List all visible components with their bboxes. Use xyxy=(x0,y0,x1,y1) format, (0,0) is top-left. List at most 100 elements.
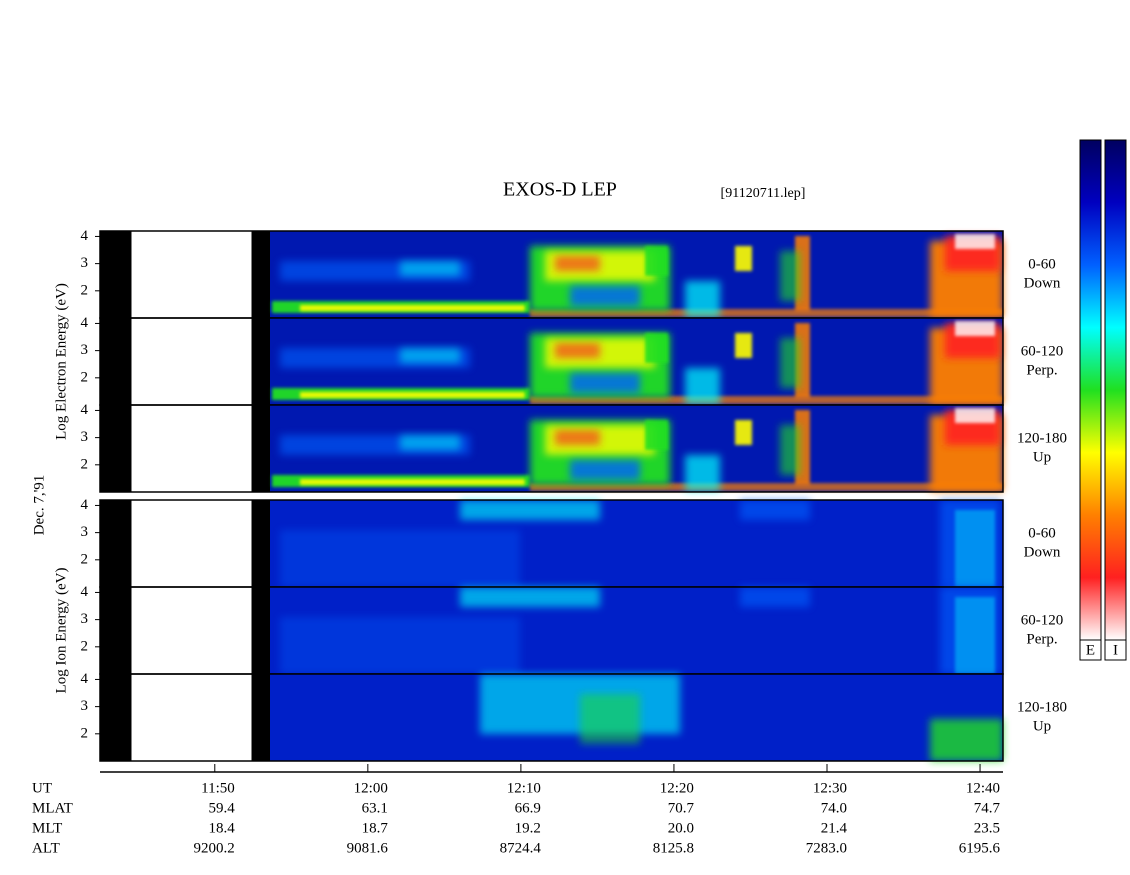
row-label: MLT xyxy=(32,820,62,836)
spectrogram-feature xyxy=(735,420,752,445)
spectrogram-feature xyxy=(300,392,525,398)
orbit-value: 7283.0 xyxy=(806,840,847,856)
y-axis-label: Log Ion Energy (eV) xyxy=(53,568,69,694)
spectrogram-feature xyxy=(570,373,640,393)
y-tick-label: 4 xyxy=(81,497,89,513)
y-tick-label: 3 xyxy=(81,429,89,445)
file-name: [91120711.lep] xyxy=(721,186,806,201)
orbit-value: 74.7 xyxy=(974,800,1001,816)
y-tick-label: 3 xyxy=(81,698,89,714)
orbit-value: 63.1 xyxy=(362,800,388,816)
orbit-value: 59.4 xyxy=(209,800,236,816)
spectrogram-feature xyxy=(300,305,525,311)
spectrogram-feature xyxy=(955,510,995,587)
row-label: ALT xyxy=(32,840,60,856)
y-tick-label: 3 xyxy=(81,524,89,540)
panel-label: 120-180 xyxy=(1017,699,1067,715)
x-tick-label: 12:40 xyxy=(966,780,1000,796)
spectrogram-feature xyxy=(780,251,800,301)
orbit-value: 23.5 xyxy=(974,820,1000,836)
y-tick-label: 4 xyxy=(81,402,89,418)
y-tick-label: 2 xyxy=(81,551,89,567)
y-tick-label: 4 xyxy=(81,671,89,687)
spectrogram-feature xyxy=(280,617,520,674)
orbit-value: 18.7 xyxy=(362,820,389,836)
panel-frame xyxy=(99,673,1004,762)
y-tick-label: 3 xyxy=(81,342,89,358)
spectrogram-feature xyxy=(460,587,600,607)
spectrogram-feature xyxy=(300,479,525,485)
spectrogram-feature xyxy=(955,321,995,336)
data-gap xyxy=(252,231,270,492)
spectrogram-feature xyxy=(645,420,668,450)
title: EXOS-D LEP xyxy=(503,179,617,201)
spectrogram-feature xyxy=(780,338,800,388)
orbit-value: 6195.6 xyxy=(959,840,1001,856)
no-data xyxy=(130,499,253,762)
y-tick-label: 3 xyxy=(81,255,89,271)
panel-label: Perp. xyxy=(1026,362,1057,378)
spectrogram-feature xyxy=(955,597,995,674)
colorbar-label: I xyxy=(1113,642,1118,658)
spectrogram-feature xyxy=(930,719,1003,761)
orbit-value: 74.0 xyxy=(821,800,847,816)
spectrogram-feature xyxy=(400,348,460,363)
spectrogram-feature xyxy=(685,455,720,491)
spectrogram-feature xyxy=(735,333,752,358)
no-data xyxy=(130,230,253,493)
orbit-value: 21.4 xyxy=(821,820,848,836)
colorbar-label: E xyxy=(1086,642,1095,658)
orbit-value: 19.2 xyxy=(515,820,541,836)
spectrogram-feature xyxy=(530,309,1003,317)
orbit-value: 66.9 xyxy=(515,800,541,816)
spectrogram-feature xyxy=(555,256,600,271)
colorbar-label-box xyxy=(1079,639,1102,661)
spectrogram-feature xyxy=(685,281,720,317)
spectrogram-feature xyxy=(555,430,600,445)
spectrogram-feature xyxy=(280,530,520,587)
spectrogram-feature xyxy=(955,408,995,423)
y-tick-label: 4 xyxy=(81,584,89,600)
spectrogram-feature xyxy=(400,435,460,450)
spectrogram-feature xyxy=(530,483,1003,491)
spectrogram-feature xyxy=(530,396,1003,404)
spectrogram-feature xyxy=(400,261,460,276)
spectrogram-feature xyxy=(685,368,720,404)
y-tick-label: 2 xyxy=(81,369,89,385)
spectrogram-feature xyxy=(780,425,800,475)
spectrogram-feature xyxy=(955,234,995,249)
panel-label: 60-120 xyxy=(1021,343,1064,359)
orbit-value: 9200.2 xyxy=(194,840,235,856)
y-tick-label: 2 xyxy=(81,456,89,472)
data-gap xyxy=(252,500,270,761)
row-label: MLAT xyxy=(32,800,73,816)
spectrogram-feature xyxy=(460,500,600,520)
y-tick-label: 3 xyxy=(81,611,89,627)
orbit-value: 20.0 xyxy=(668,820,694,836)
date-label: Dec. 7,'91 xyxy=(31,475,47,536)
y-tick-label: 2 xyxy=(81,638,89,654)
panel-label: Perp. xyxy=(1026,631,1057,647)
spectrogram-feature xyxy=(735,246,752,271)
spectrogram-feature xyxy=(580,694,640,744)
panel-label: Up xyxy=(1033,718,1051,734)
spectrogram-feature xyxy=(570,286,640,306)
spectrogram-feature xyxy=(645,246,668,276)
spectrogram-feature xyxy=(645,333,668,363)
y-tick-label: 4 xyxy=(81,315,89,331)
spectrogram-feature xyxy=(570,460,640,480)
data-gap xyxy=(100,500,131,761)
colorbar xyxy=(1104,139,1127,641)
panel-label: 0-60 xyxy=(1028,256,1056,272)
data-gap xyxy=(100,231,131,492)
x-tick-label: 12:00 xyxy=(354,780,388,796)
panel-label: 60-120 xyxy=(1021,612,1064,628)
panel-label: Up xyxy=(1033,449,1051,465)
x-tick-label: 12:30 xyxy=(813,780,847,796)
panel-label: Down xyxy=(1024,275,1061,291)
row-label: UT xyxy=(32,780,52,796)
panel-label: 0-60 xyxy=(1028,525,1056,541)
y-tick-label: 2 xyxy=(81,725,89,741)
orbit-value: 18.4 xyxy=(209,820,236,836)
